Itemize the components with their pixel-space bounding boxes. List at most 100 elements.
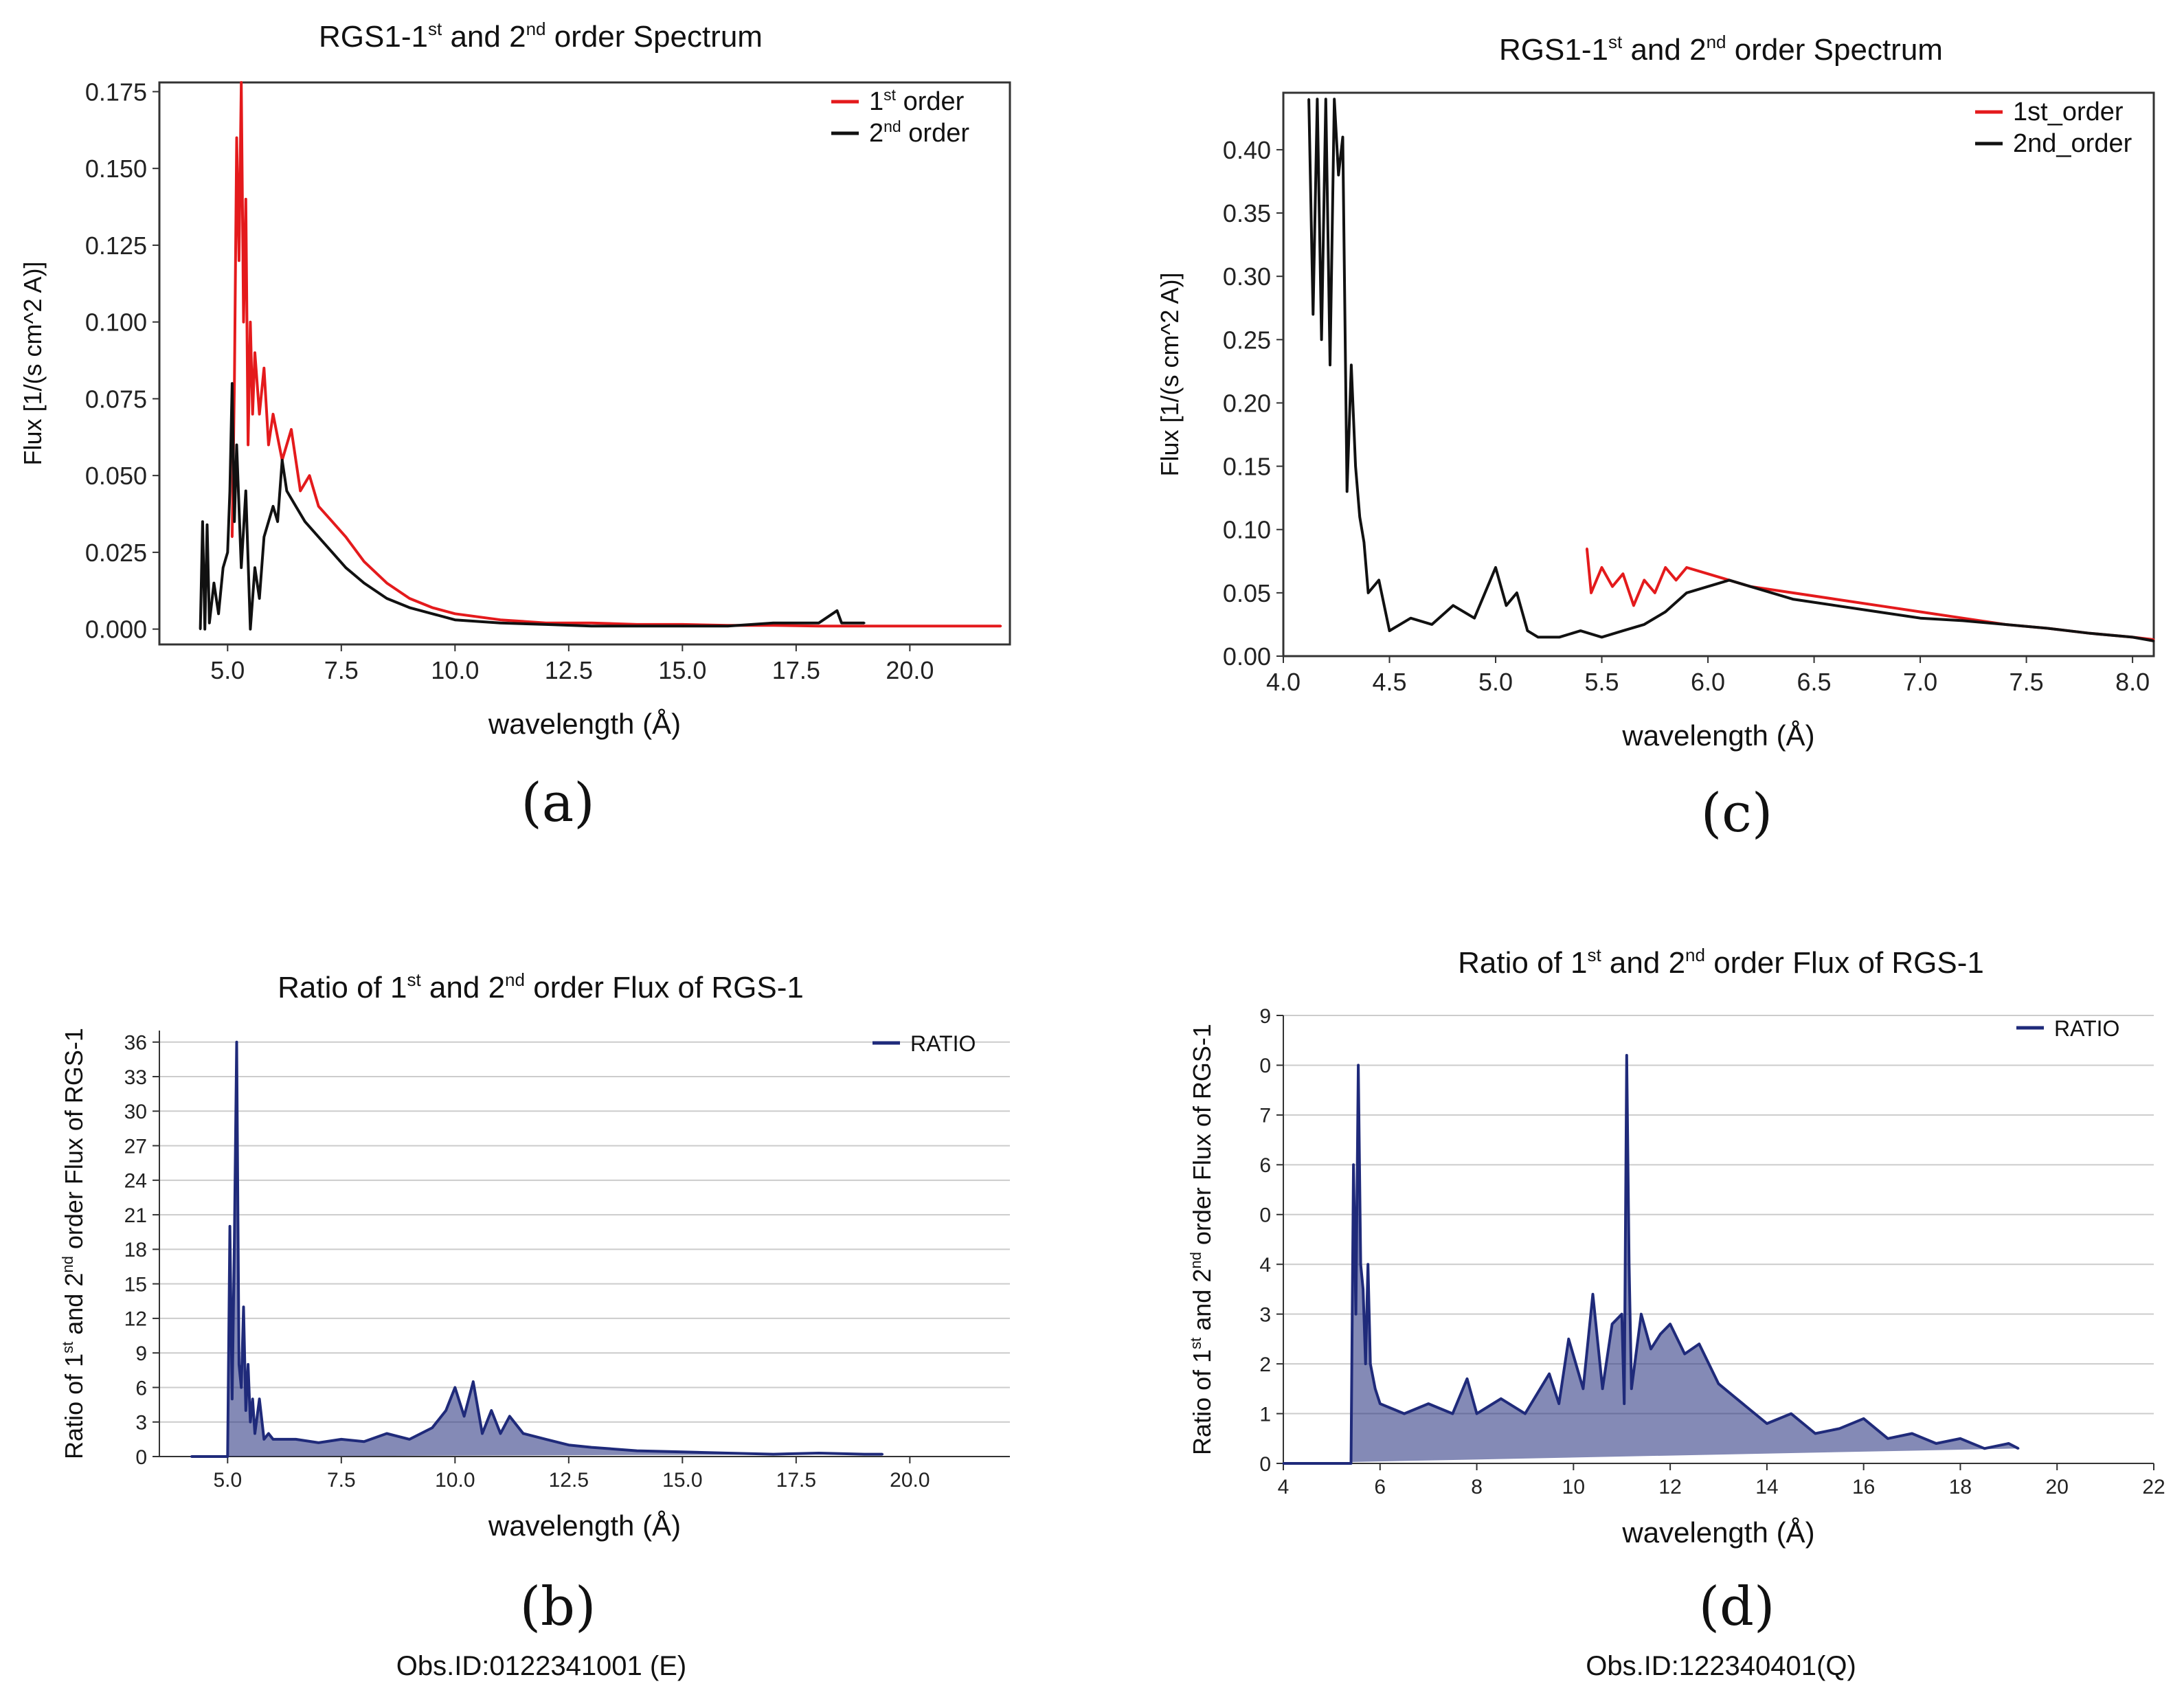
data-point	[229, 1225, 232, 1228]
data-point	[2047, 627, 2049, 629]
data-point	[681, 1450, 684, 1453]
data-point	[545, 623, 548, 626]
data-point	[317, 536, 320, 539]
data-point	[840, 622, 843, 625]
y-tick-label-2: 0.10	[1223, 516, 1271, 544]
data-point	[304, 520, 306, 523]
data-point	[772, 622, 775, 625]
series-line-1	[1307, 98, 2154, 642]
x-tick-label-2: 8	[1471, 1476, 1483, 1498]
data-point	[1669, 1323, 1671, 1325]
x-tick-label-2: 5.0	[1478, 668, 1513, 696]
data-point	[1357, 1064, 1360, 1066]
plot-frame	[158, 81, 1011, 646]
data-point	[222, 566, 225, 569]
data-point	[431, 1426, 434, 1429]
data-point	[251, 1397, 254, 1400]
data-point	[203, 628, 206, 631]
y-tick-label-5: 15	[124, 1273, 147, 1296]
data-point	[481, 1432, 484, 1435]
data-point	[1000, 625, 1002, 627]
data-point	[1630, 1387, 1633, 1390]
data-point	[190, 1455, 192, 1458]
data-point	[240, 81, 243, 84]
data-point	[240, 1386, 243, 1389]
y-tick-label-8: 0	[1259, 1055, 1271, 1077]
x-tick-label-7: 7.5	[2009, 668, 2044, 696]
data-point	[262, 367, 265, 370]
data-point	[317, 505, 320, 508]
y-tick-label-0: 0	[135, 1446, 147, 1469]
x-tick-label-6: 20.0	[890, 1469, 930, 1492]
data-point	[236, 137, 238, 139]
data-point	[1557, 1402, 1560, 1405]
data-point	[236, 1041, 238, 1044]
data-point	[2089, 632, 2091, 635]
y-tick-label-3: 9	[135, 1342, 147, 1365]
data-point	[1698, 1342, 1700, 1345]
data-point	[881, 1453, 884, 1456]
x-tick-label-5: 6.5	[1797, 668, 1832, 696]
data-point	[954, 625, 957, 627]
data-point	[567, 1443, 570, 1446]
data-point	[1961, 617, 1964, 620]
data-point	[1643, 623, 1645, 626]
y-tick-label-0: 0.000	[85, 616, 147, 644]
x-tick-label-0: 5.0	[210, 656, 245, 684]
data-point	[635, 625, 638, 627]
data-point	[545, 1438, 548, 1441]
legend-label-1: 2nd_order	[2013, 129, 2132, 158]
data-point	[1524, 1413, 1527, 1415]
data-point	[1749, 585, 1752, 588]
y-tick-label-5: 0	[1259, 1204, 1271, 1227]
chart-title: Ratio of 1st and 2nd order Flux of RGS-1	[1458, 945, 1984, 980]
chart-title: RGS1-1st and 2nd order Spectrum	[1499, 32, 1943, 67]
data-point	[1766, 1422, 1768, 1425]
y-axis-label: Flux [1/(s cm^2 A)]	[19, 262, 47, 466]
y-axis-label: Ratio of 1st and 2nd order Flux of RGS-1	[59, 1028, 88, 1459]
data-point	[254, 351, 256, 354]
data-point	[229, 490, 232, 492]
data-point	[1516, 592, 1518, 594]
data-point	[1282, 1462, 1285, 1465]
data-point	[1919, 617, 1922, 620]
data-point	[201, 520, 204, 523]
data-point	[290, 428, 293, 431]
data-point	[1601, 636, 1603, 638]
series-line-0	[1283, 1054, 2019, 1465]
y-tick-label-9: 27	[124, 1135, 147, 1158]
panel-label-c: (c)	[1701, 783, 1773, 844]
data-point	[231, 382, 234, 385]
x-tick-label-4: 15.0	[662, 1469, 702, 1492]
x-tick-label-0: 4.0	[1266, 668, 1301, 696]
data-point	[1579, 629, 1582, 632]
y-tick-label-6: 0.30	[1223, 262, 1271, 291]
data-point	[212, 582, 215, 585]
data-point	[258, 413, 261, 416]
data-point	[251, 413, 254, 416]
data-point	[1337, 174, 1340, 177]
y-tick-label-12: 36	[124, 1032, 147, 1055]
data-point	[2007, 1442, 2010, 1445]
panel-label-a: (a)	[521, 772, 594, 834]
x-tick-label-5: 17.5	[772, 656, 820, 684]
data-point	[1342, 136, 1344, 138]
data-point	[226, 1455, 229, 1458]
y-tick-label-1: 0.05	[1223, 579, 1271, 607]
obs-id-d: Obs.ID:122340401(Q)	[1586, 1651, 1856, 1681]
data-point	[1430, 623, 1433, 626]
data-point	[1911, 1432, 1913, 1435]
data-point	[238, 1363, 240, 1366]
data-point	[508, 1415, 511, 1417]
data-point	[344, 536, 347, 539]
x-tick-label-1: 7.5	[324, 656, 359, 684]
data-point	[1451, 1413, 1454, 1415]
data-point	[308, 474, 311, 477]
data-point	[490, 1409, 493, 1412]
y-tick-label-4: 4	[1259, 1254, 1271, 1277]
data-point	[1537, 636, 1540, 638]
data-point	[236, 444, 238, 446]
legend-label-0: RATIO	[2054, 1016, 2119, 1041]
data-point	[247, 444, 249, 446]
